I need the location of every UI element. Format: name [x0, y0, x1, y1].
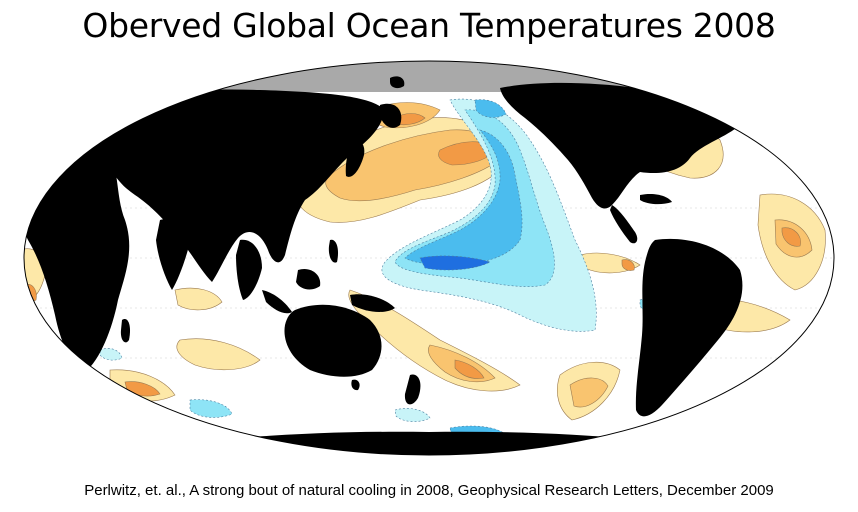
pacific-cool-core [404, 129, 523, 266]
central-america [610, 205, 638, 244]
south-atlantic-warm-core [569, 377, 609, 408]
south-pacific-warm-max [454, 359, 485, 379]
source-caption: Perlwitz, et. al., A strong bout of natu… [84, 482, 774, 499]
greenland [703, 68, 775, 126]
borneo [296, 268, 321, 290]
australia [284, 304, 382, 377]
antarctica [60, 431, 800, 455]
north-pacific-cool-patch [474, 99, 507, 118]
new-guinea [350, 294, 395, 312]
philippines [328, 239, 339, 263]
globe-outline [23, 60, 835, 456]
eurasia [99, 89, 385, 282]
svalbard [390, 76, 405, 89]
cool-anomalies [99, 98, 663, 440]
india [156, 218, 190, 290]
kamchatka [380, 103, 402, 128]
ocean-temperature-map [23, 60, 835, 456]
map-title: Oberved Global Ocean Temperatures 2008 [82, 6, 776, 45]
north-america [500, 82, 740, 209]
arctic-sea-ice [24, 61, 834, 92]
madagascar [120, 319, 131, 343]
tasmania [351, 379, 360, 391]
indochina [236, 239, 262, 300]
south-america [635, 238, 743, 417]
south-ocean-cool-1 [189, 399, 233, 418]
indian-ocean-cool [99, 348, 123, 361]
japan-sea-warm [394, 113, 426, 126]
japan [345, 141, 365, 177]
sumatra [262, 290, 292, 314]
east-atlantic-warm-max [781, 227, 801, 247]
new-zealand [404, 374, 421, 405]
south-ocean-cool-3 [394, 408, 431, 422]
pacific-cool-max [419, 255, 491, 271]
cuba [640, 193, 672, 205]
antarctic-edge-warm [689, 400, 791, 423]
north-pacific-warm-max [438, 141, 496, 166]
east-pacific-warm-spot-core [621, 259, 635, 271]
indian-ocean-warm-patch [174, 287, 223, 311]
tasman-warm [176, 338, 261, 371]
